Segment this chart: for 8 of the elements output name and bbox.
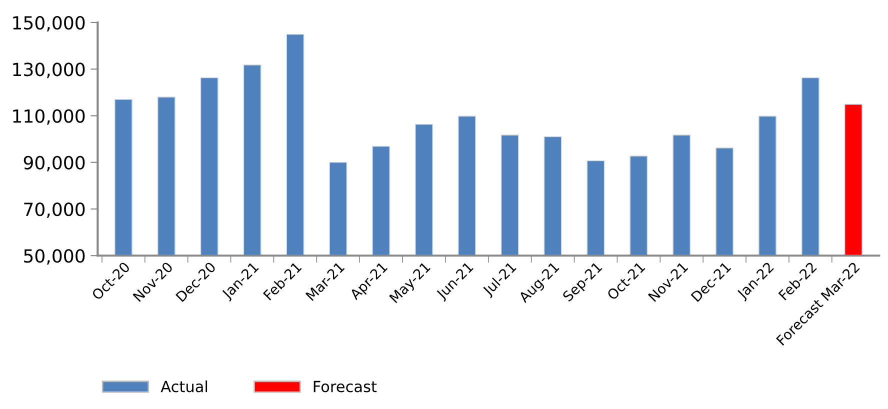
- y-tick-label: 130,000: [13, 62, 85, 78]
- legend-label: Actual: [160, 380, 208, 392]
- y-tick-label: 150,000: [13, 16, 85, 32]
- y-tick-label: 50,000: [24, 249, 85, 265]
- y-tick-label: 70,000: [24, 202, 85, 218]
- y-tick-label: 90,000: [24, 156, 85, 172]
- legend-label: Forecast: [314, 380, 377, 392]
- y-tick-label: 110,000: [13, 109, 85, 125]
